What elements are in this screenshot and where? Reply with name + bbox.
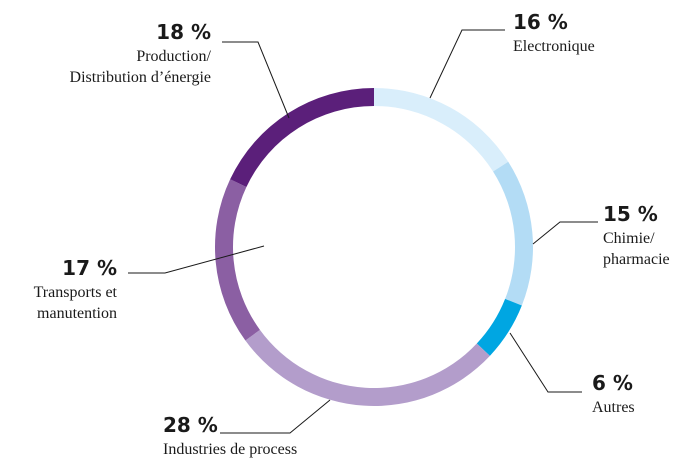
leader-line <box>222 41 290 119</box>
donut-segment <box>245 329 490 406</box>
donut-segment <box>215 179 260 341</box>
category-label: Chimie/ pharmacie <box>603 230 670 268</box>
label: 15 % Chimie/ pharmacie <box>603 203 670 270</box>
donut-segment <box>230 87 374 187</box>
category-label: Autres <box>592 399 635 416</box>
donut-segment <box>493 161 533 306</box>
label: 17 % Transports et manutention <box>34 257 117 324</box>
category-label: Production/ Distribution d’énergie <box>69 48 211 86</box>
value-label: 6 % <box>592 371 633 395</box>
category-label: Electronique <box>513 38 595 55</box>
value-label: 15 % <box>603 202 658 226</box>
leader-line <box>429 29 505 99</box>
leader-line <box>128 245 265 274</box>
leader-line <box>509 332 582 393</box>
category-label: Transports et manutention <box>33 284 117 322</box>
value-label: 18 % <box>156 20 211 44</box>
leader-line <box>532 221 598 245</box>
leader-line <box>220 399 331 434</box>
category-label: Industries de process <box>163 441 298 458</box>
label: 18 % Production/ Distribution d’énergie <box>70 21 211 88</box>
label: 28 % Industries de process <box>163 414 297 460</box>
value-label: 17 % <box>62 256 117 280</box>
donut-segment <box>374 88 509 172</box>
label: 16 % Electronique <box>513 11 595 57</box>
donut-segment <box>476 298 522 356</box>
value-label: 16 % <box>513 10 568 34</box>
value-label: 28 % <box>163 413 218 437</box>
label: 6 % Autres <box>592 372 635 418</box>
